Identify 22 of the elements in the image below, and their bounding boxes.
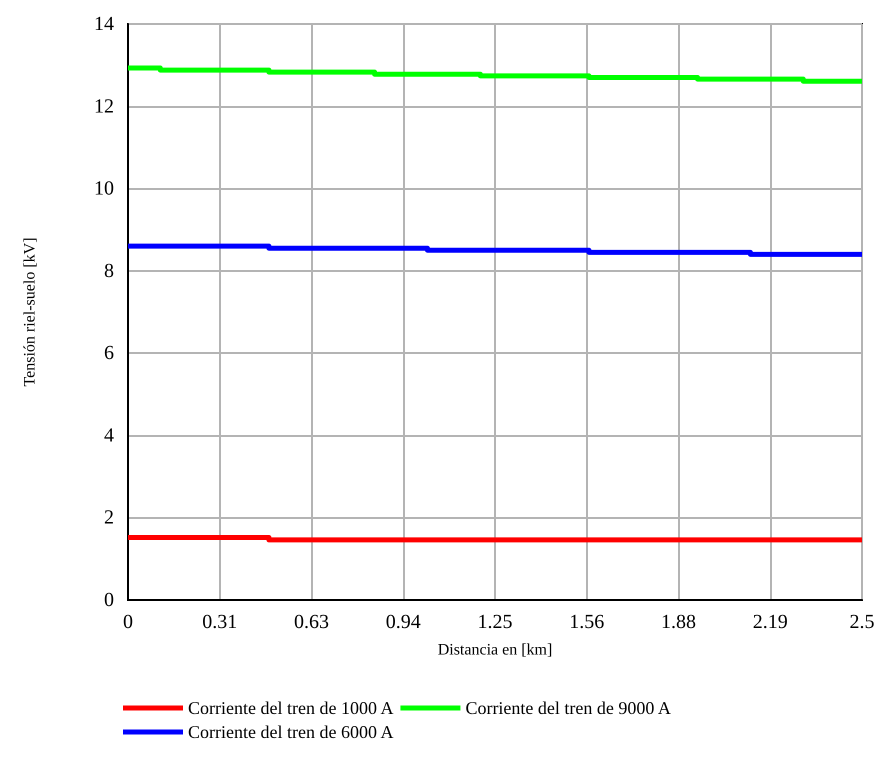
x-tick-label: 0.94: [386, 611, 421, 633]
x-tick-label: 1.56: [569, 611, 604, 633]
x-tick-label: 0.63: [294, 611, 329, 633]
legend-label: Corriente del tren de 9000 A: [465, 698, 671, 718]
y-tick-label: 0: [104, 589, 114, 611]
y-tick-label: 14: [94, 13, 114, 35]
y-tick-label: 8: [104, 260, 114, 282]
x-tick-label: 2.19: [752, 611, 788, 633]
x-tick-label: 1.25: [478, 611, 512, 633]
x-tick-label: 0: [123, 611, 133, 633]
x-tick-label: 2.5: [850, 611, 874, 633]
y-tick-label: 12: [94, 95, 114, 118]
legend-label: Corriente del tren de 6000 A: [188, 722, 394, 742]
y-tick-label: 4: [104, 424, 114, 446]
y-tick-label: 2: [104, 506, 114, 529]
y-tick-label: 6: [104, 342, 114, 364]
legend-label: Corriente del tren de 1000 A: [188, 698, 394, 718]
x-axis-title: Distancia en [km]: [438, 642, 552, 658]
x-tick-label: 1.88: [661, 611, 696, 633]
y-tick-label: 10: [94, 178, 114, 200]
y-axis-title: Tensión riel-suelo [kV]: [22, 237, 38, 387]
x-tick-label: 0.31: [202, 611, 238, 633]
